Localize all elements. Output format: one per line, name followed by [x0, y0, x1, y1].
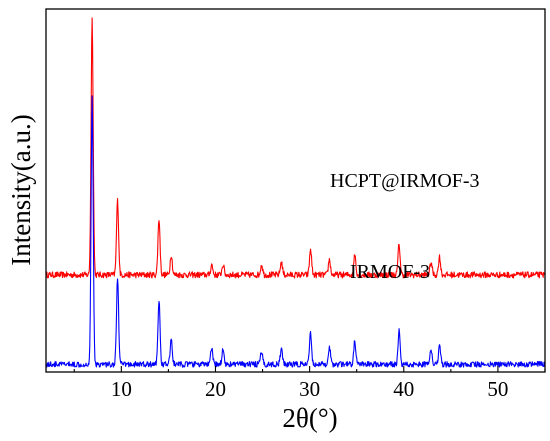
x-tick-label: 10	[111, 377, 132, 401]
series-line-irmof-3	[46, 95, 545, 368]
x-tick-label: 20	[205, 377, 226, 401]
x-tick-label: 40	[393, 377, 414, 401]
series-line-hcpt-irmof-3	[46, 17, 545, 279]
x-axis-ticks: 10 20 30 40 50	[73, 366, 546, 401]
x-tick-label: 30	[299, 377, 320, 401]
series-label-hcpt-irmof-3: HCPT@IRMOF-3	[330, 170, 480, 192]
x-tick-label: 50	[487, 377, 508, 401]
plot-frame	[45, 8, 546, 373]
x-axis-title: 2θ(°)	[282, 403, 337, 433]
y-axis-title: Intensity(a.u.)	[6, 114, 36, 265]
series-label-irmof-3: IRMOF-3	[350, 261, 430, 283]
